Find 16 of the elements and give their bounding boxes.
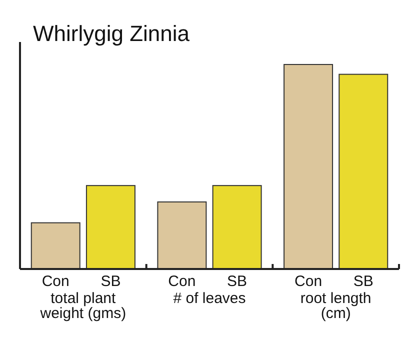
series-label: SB xyxy=(100,273,121,290)
text: SB xyxy=(227,273,248,290)
text: Con xyxy=(168,273,196,290)
chart-title: Whirlygig Zinnia xyxy=(33,21,190,46)
x-tick-label: # of leaves xyxy=(173,290,246,307)
bar xyxy=(284,64,334,270)
bar xyxy=(338,74,388,270)
bar xyxy=(212,185,262,270)
bar xyxy=(86,185,136,270)
x-tick-label: root length (cm) xyxy=(300,290,372,322)
series-label: Con xyxy=(42,273,70,290)
bar xyxy=(30,222,80,270)
text: Con xyxy=(294,273,322,290)
x-tick-label: total plant weight (gms) xyxy=(39,290,126,322)
bar xyxy=(157,201,207,270)
text: SB xyxy=(353,273,374,290)
